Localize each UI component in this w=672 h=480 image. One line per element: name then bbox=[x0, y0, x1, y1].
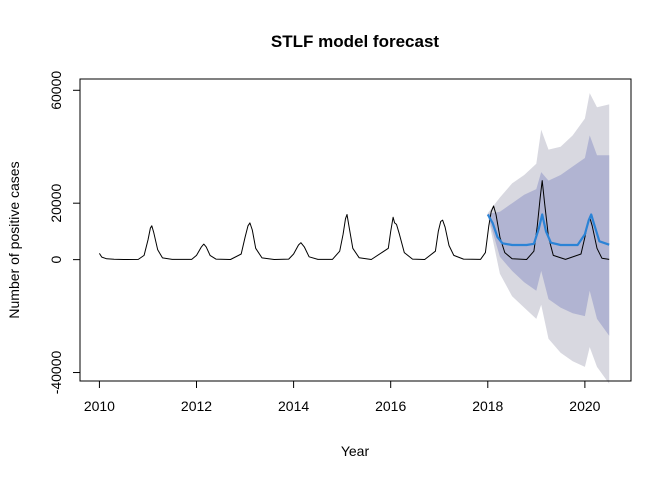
y-tick-label: 60000 bbox=[48, 71, 64, 110]
y-tick-label: 0 bbox=[48, 255, 64, 263]
x-tick-label: 2012 bbox=[181, 398, 212, 414]
x-tick-label: 2010 bbox=[84, 398, 115, 414]
plot-area: 2010 2012 2014 2016 2018 2020 -40000 0 20000 6000… bbox=[48, 71, 632, 414]
x-tick-label: 2016 bbox=[375, 398, 406, 414]
chart-title: STLF model forecast bbox=[271, 32, 439, 51]
series-line-forecast bbox=[486, 213, 610, 247]
x-axis-label: Year bbox=[341, 443, 370, 459]
x-tick-label: 2014 bbox=[278, 398, 309, 414]
y-tick-label: 20000 bbox=[48, 184, 64, 223]
x-tick-label: 2020 bbox=[569, 398, 600, 414]
x-tick-label: 2018 bbox=[472, 398, 503, 414]
plot-frame bbox=[79, 78, 632, 382]
y-axis-label: Number of positive cases bbox=[6, 161, 22, 318]
y-tick-label: -40000 bbox=[48, 350, 64, 394]
